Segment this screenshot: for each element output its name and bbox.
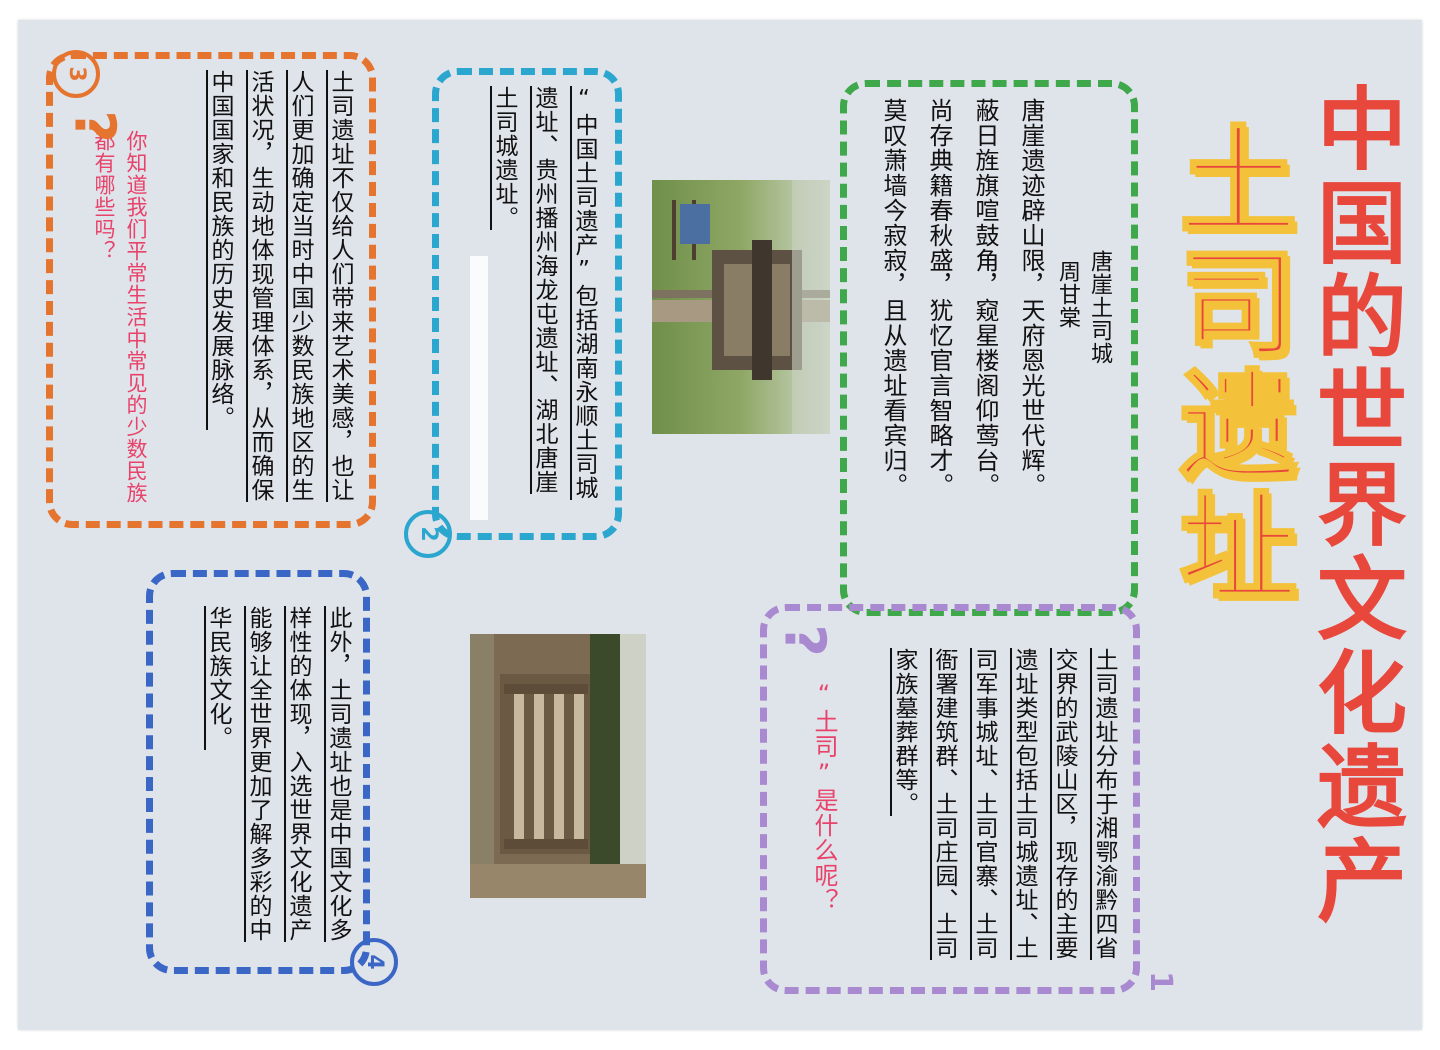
poem-author: 周甘棠 xyxy=(1055,260,1080,329)
poster-subtitle: 土司遗址 xyxy=(1158,119,1299,610)
section-4-body: 此外，土司遗址也是中国文化多样性的体现，入选世界文化遗产能够让全世界更加了解多彩… xyxy=(205,606,351,942)
section-3-number: 3 xyxy=(52,50,100,98)
poster-sheet: 中国的世界文化遗产 土司遗址 唐崖遗迹辟山限，天府恩光世代辉。 蔽日旌旗喧鼓角，… xyxy=(18,20,1422,1030)
tape-strip xyxy=(470,256,488,520)
poem-frame xyxy=(840,80,1138,616)
photo-stone-arch xyxy=(652,180,830,434)
section-1-number: 1 xyxy=(1142,971,1178,992)
poem-line-1: 唐崖遗迹辟山限，天府恩光世代辉。 xyxy=(1017,98,1045,498)
section-1-frame xyxy=(760,604,1140,994)
poem-line-4: 莫叹萧墙今寂寂，且从遗址看宾归。 xyxy=(879,98,907,498)
section-3-question: 你知道我们平常生活中常见的少数民族都有哪些吗？ xyxy=(92,130,148,504)
poem-line-2: 蔽日旌旗喧鼓角，窥星楼阁仰莺台。 xyxy=(971,98,999,498)
section-4-frame xyxy=(146,570,370,974)
poem-lines: 唐崖遗迹辟山限，天府恩光世代辉。 蔽日旌旗喧鼓角，窥星楼阁仰莺台。 尚存典籍春秋… xyxy=(870,98,1054,578)
section-1-question: “土司”是什么呢？ xyxy=(810,680,838,913)
section-4-number: 4 xyxy=(350,938,398,986)
photo-stone-arch-image xyxy=(652,180,830,434)
section-2-frame xyxy=(432,68,622,540)
poster-title: 中国的世界文化遗产 xyxy=(1301,82,1406,928)
question-mark-icon: ? xyxy=(771,624,837,657)
photo-ruins xyxy=(470,634,646,898)
question-mark-icon: ? xyxy=(61,110,127,143)
poem-title: 唐崖土司城 xyxy=(1087,250,1112,365)
section-3-body: 土司遗址不仅给人们带来艺术美感，也让人们更加确定当时中国少数民族地区的生活状况，… xyxy=(207,70,353,502)
section-2-body: “中国土司遗产”包括湖南永顺土司城遗址、贵州播州海龙屯遗址、湖北唐崖土司城遗址。 xyxy=(491,86,597,500)
section-1-body: 土司遗址分布于湘鄂渝黔四省交界的武陵山区，现存的主要遗址类型包括土司城遗址、土司… xyxy=(891,648,1117,960)
section-3-frame xyxy=(46,52,376,528)
photo-ruins-image xyxy=(470,634,646,898)
section-2-number: 2 xyxy=(404,510,452,558)
poem-line-3: 尚存典籍春秋盛，犹忆官言智略才。 xyxy=(925,98,953,498)
